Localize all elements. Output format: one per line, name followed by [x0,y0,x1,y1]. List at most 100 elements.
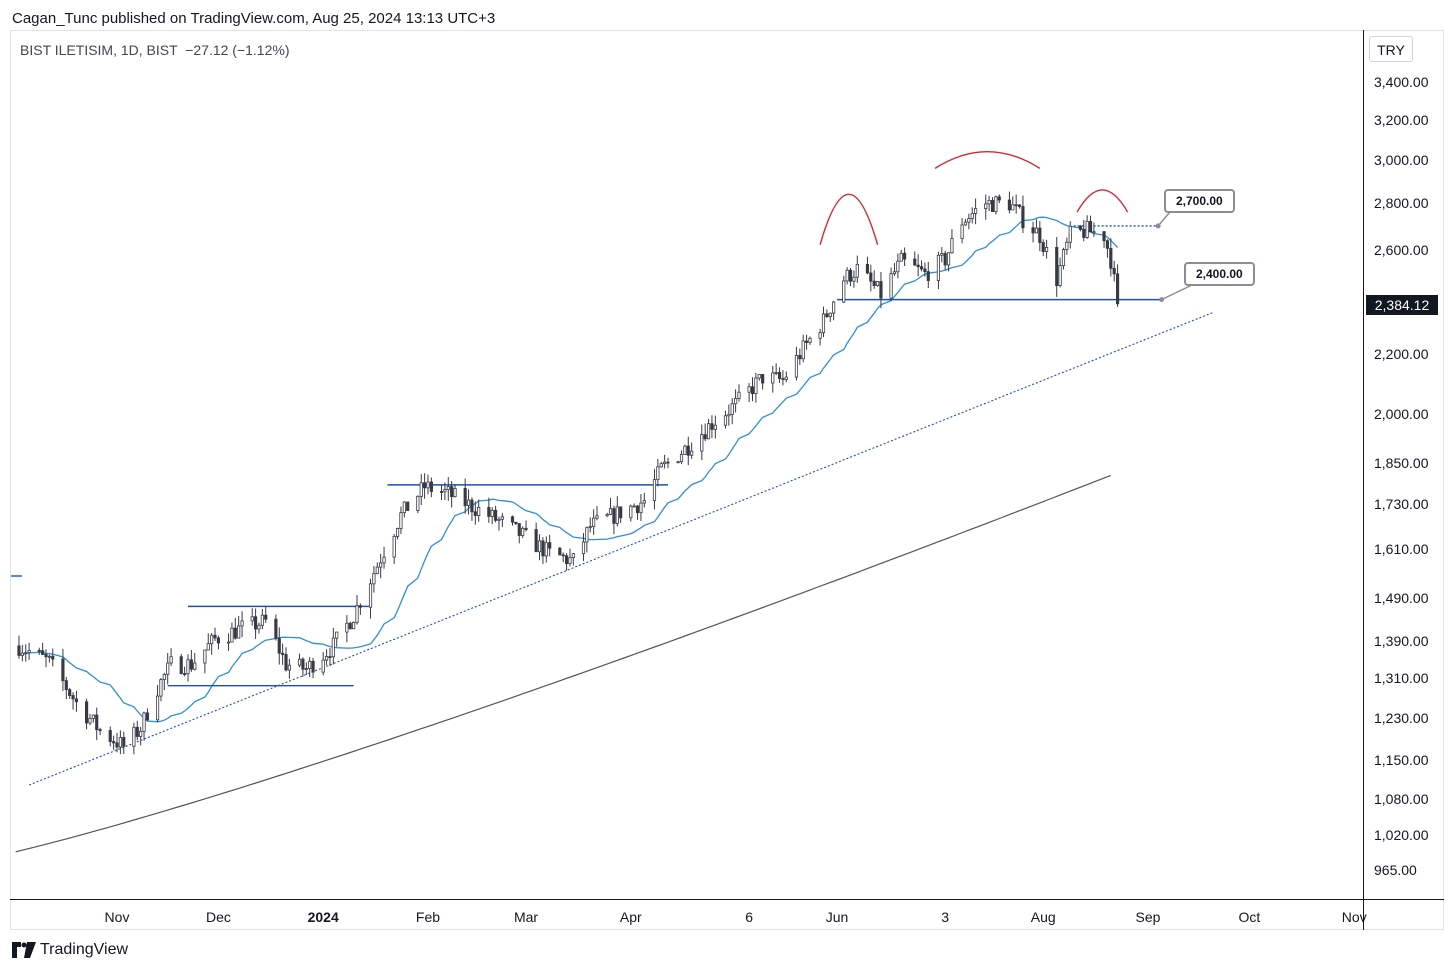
candle [666,457,670,469]
candle [372,565,376,593]
candle [913,251,917,266]
candle [287,658,291,679]
candle [730,398,734,425]
candle [974,198,978,225]
candle [879,271,883,309]
candle [1014,194,1018,214]
candle [936,251,941,290]
candle [706,418,711,440]
candle [612,505,616,535]
dotted-trendline[interactable] [28,312,1213,786]
candle [284,647,288,672]
candle [426,474,430,495]
candle [429,477,433,498]
candle [308,657,312,678]
candle [548,534,552,557]
candle [118,730,122,755]
candle [179,653,183,675]
pattern-arc[interactable] [1076,189,1129,213]
candle [960,218,964,244]
candle [750,377,755,402]
callout-upper-level[interactable]: 2,700.00 [1164,189,1235,213]
candle [794,346,799,381]
candle [186,654,190,682]
candle [635,504,640,520]
candle [487,497,491,523]
candle [950,229,954,254]
candle [463,478,467,514]
candle [1034,219,1039,234]
candle [683,444,687,455]
candle [896,253,900,279]
candle [297,653,302,668]
candle [889,267,893,301]
candle [777,367,782,383]
candle [754,372,758,403]
callout-lower-level[interactable]: 2,400.00 [1184,262,1255,286]
time-tick-label: Apr [619,909,642,925]
candle [132,722,136,755]
candle [1031,221,1035,243]
candle [169,648,173,667]
candle [240,611,244,638]
candle [757,373,761,381]
candle [352,621,356,630]
candle [946,252,951,272]
candle [44,649,48,668]
pattern-arc[interactable] [934,151,1041,169]
candle [500,513,504,528]
candle [514,521,518,526]
candle [916,254,920,277]
candle [193,653,197,671]
candle [679,450,684,464]
last-price-tag: 2,384.12 [1366,295,1438,315]
candle [335,631,339,647]
candle [524,520,528,532]
price-tick-label: 1,310.00 [1374,670,1429,687]
candle [423,473,427,499]
chart-frame [10,30,1444,930]
price-tick-label: 1,020.00 [1374,827,1429,844]
candle [419,474,423,506]
candle [855,255,859,283]
currency-button[interactable]: TRY [1369,36,1413,62]
candle [47,654,51,663]
pattern-arc[interactable] [819,193,879,245]
candle [821,306,826,338]
candle [761,374,765,390]
candle [453,484,457,498]
candle [443,482,447,501]
time-tick-label: 6 [745,909,754,925]
candle [676,460,680,464]
candle [869,264,873,292]
candle [494,505,498,523]
candle [781,370,785,386]
candle [1092,222,1096,237]
candle [892,263,897,276]
candle [17,635,21,659]
candle [142,711,146,741]
time-tick-label: Aug [1030,909,1056,925]
candle [446,477,450,501]
candle [784,371,788,383]
price-tick-label: 1,230.00 [1374,709,1429,726]
candle [450,481,454,508]
candle [395,527,400,540]
candle [61,648,65,691]
candle [348,621,352,630]
candle [865,256,870,275]
candle [663,454,667,469]
candle [571,553,575,566]
candle [967,213,971,230]
candle [108,726,112,747]
candle [842,275,846,304]
candle [703,423,707,442]
candle [20,644,24,662]
candle [304,662,308,675]
candle [828,312,832,322]
time-tick-label: 3 [941,909,950,925]
price-tick-label: 2,600.00 [1374,241,1429,258]
candle [1078,225,1082,232]
candle [162,672,166,691]
